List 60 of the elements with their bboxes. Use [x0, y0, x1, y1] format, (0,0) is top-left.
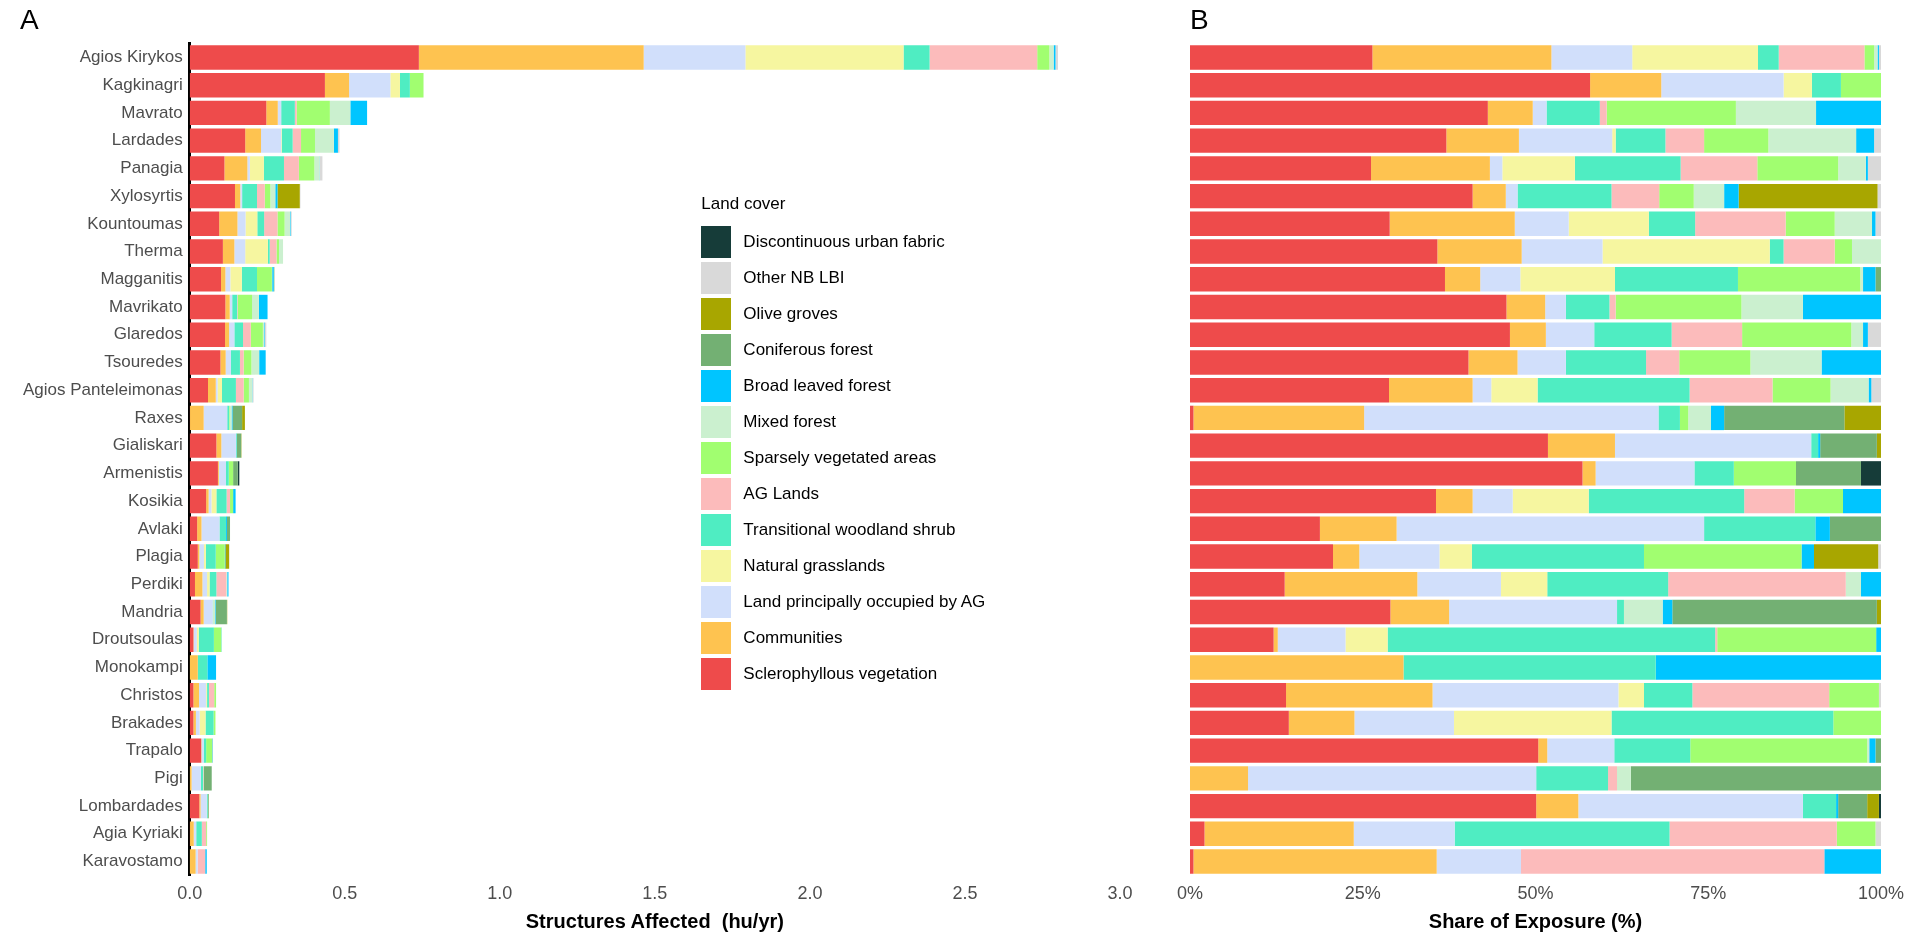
- legend-label: Sparsely vegetated areas: [743, 447, 937, 468]
- x-tick-label: 2.0: [797, 883, 823, 904]
- y-tick-label: Christos: [120, 684, 183, 704]
- y-tick-label: Glaredos: [113, 324, 183, 344]
- legend-label: Natural grasslands: [743, 555, 886, 576]
- legend-title: Land cover: [701, 193, 787, 214]
- legend-label: Transitional woodland shrub: [743, 519, 956, 540]
- legend-label: Land principally occupied by AG: [743, 591, 986, 612]
- y-tick-label: Therma: [124, 241, 184, 261]
- x-axis-title: Share of Exposure (%): [1428, 909, 1643, 932]
- y-tick-label: Lombardades: [78, 795, 183, 815]
- y-tick-label: Armenistis: [103, 463, 183, 483]
- x-axis-title: Structures Affected (hu/yr): [525, 909, 784, 932]
- legend-label: Sclerophyllous vegetation: [743, 663, 938, 684]
- legend-label: Discontinuous urban fabric: [743, 231, 945, 252]
- y-tick-label: Plagia: [135, 546, 184, 566]
- y-tick-label: Avlaki: [137, 518, 183, 538]
- legend-label: Communities: [743, 627, 843, 648]
- y-tick-label: Brakades: [110, 712, 183, 732]
- y-tick-label: Xylosyrtis: [109, 185, 183, 205]
- x-tick-label: 50%: [1517, 883, 1554, 904]
- chart-title: A: [20, 3, 39, 35]
- y-tick-label: Raxes: [134, 407, 183, 427]
- legend-label: AG Lands: [743, 483, 819, 504]
- chart-title: B: [1190, 3, 1209, 35]
- y-tick-label: Pigi: [154, 768, 183, 788]
- y-tick-label: Monokampi: [94, 657, 183, 677]
- x-tick-label: 1.0: [487, 883, 513, 904]
- y-tick-label: Mavrato: [121, 102, 183, 122]
- y-tick-label: Karavostamo: [82, 851, 183, 871]
- y-tick-label: Kagkinagri: [102, 74, 183, 94]
- legend-label: Olive groves: [743, 303, 838, 324]
- x-tick-label: 0.5: [332, 883, 358, 904]
- x-tick-label: 0.0: [177, 883, 203, 904]
- y-tick-label: Mandria: [121, 601, 184, 621]
- x-tick-label: 75%: [1690, 883, 1727, 904]
- y-tick-label: Magganitis: [100, 268, 183, 288]
- y-tick-label: Tsouredes: [104, 352, 183, 372]
- x-tick-label: 0%: [1176, 883, 1204, 904]
- y-tick-label: Droutsoulas: [91, 629, 183, 649]
- x-tick-label: 100%: [1857, 883, 1905, 904]
- y-tick-label: Kosikia: [127, 490, 184, 510]
- y-tick-label: Agios Kirykos: [79, 47, 183, 67]
- x-tick-label: 1.5: [642, 883, 668, 904]
- legend-label: Mixed forest: [743, 411, 836, 432]
- x-tick-label: 3.0: [1107, 883, 1133, 904]
- legend-label: Other NB LBI: [743, 267, 845, 288]
- x-tick-label: 25%: [1344, 883, 1381, 904]
- y-tick-label: Trapalo: [125, 740, 183, 760]
- y-tick-label: Perdiki: [130, 573, 183, 593]
- y-tick-label: Gialiskari: [112, 435, 183, 455]
- y-tick-label: Lardades: [111, 130, 183, 150]
- legend-label: Coniferous forest: [743, 339, 873, 360]
- y-tick-label: Agios Panteleimonas: [22, 379, 183, 399]
- x-tick-label: 2.5: [952, 883, 978, 904]
- y-tick-label: Agia Kyriaki: [92, 823, 183, 843]
- y-tick-label: Kountoumas: [87, 213, 183, 233]
- y-tick-label: Panagia: [120, 158, 184, 178]
- legend-label: Broad leaved forest: [743, 375, 891, 396]
- y-tick-label: Mavrikato: [109, 296, 183, 316]
